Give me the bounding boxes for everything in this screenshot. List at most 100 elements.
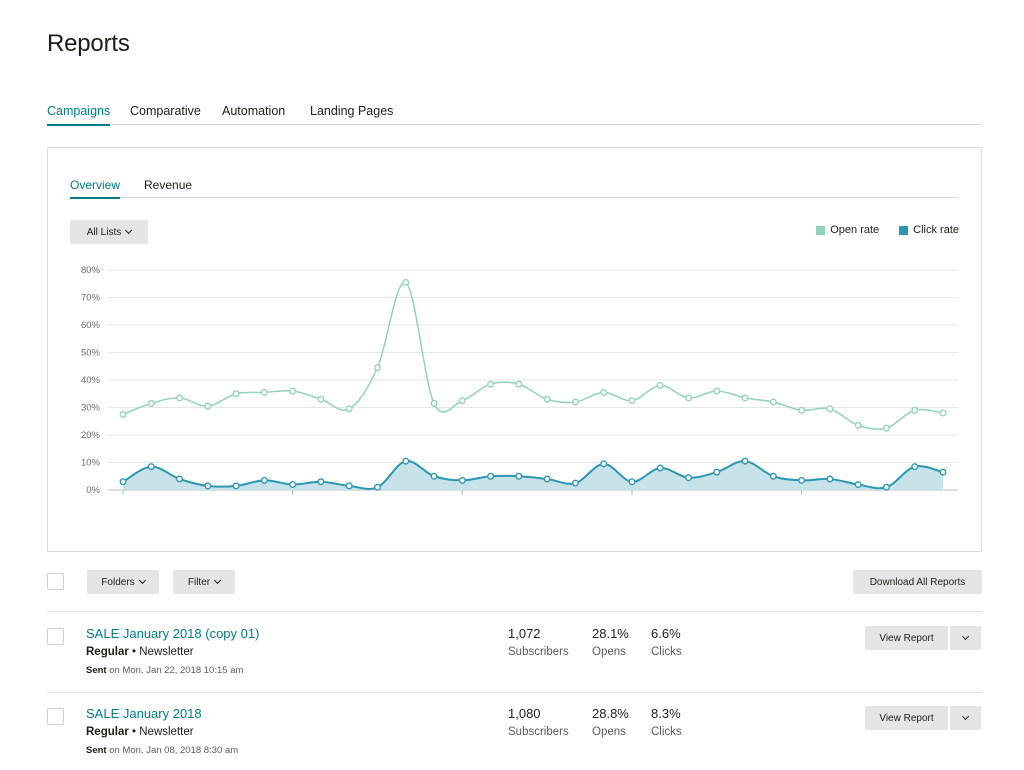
open-rate-point [374,364,381,372]
tab-automation[interactable]: Automation [222,104,286,118]
subscribers-label: Subscribers [508,646,569,658]
view-report-button[interactable]: View Report [865,626,948,650]
y-tick-label: 0% [86,485,100,496]
divider [47,692,982,693]
legend-item-open-rate: Open rate [816,224,879,236]
clicks-label: Clicks [651,726,682,738]
subscribers-label: Subscribers [508,726,569,738]
open-rate-point [741,394,749,402]
click-rate-point [713,468,721,476]
folders-dropdown[interactable]: Folders [87,570,159,594]
opens-value: 28.8% [592,706,629,721]
open-rate-point [147,399,155,407]
y-tick-label: 70% [81,293,101,304]
click-rate-point [147,463,155,471]
open-rate-point [260,388,268,396]
chevron-down-icon [138,576,146,585]
clicks-label: Clicks [651,646,682,658]
subscribers-value: 1,072 [508,626,541,641]
campaign-subtype: Newsletter [139,726,194,738]
click-rate-point [515,472,523,480]
y-tick-label: 40% [81,375,101,386]
click-rate-point [317,478,325,486]
click-rate-point [826,475,834,483]
open-rate-point [769,398,777,406]
tab-landing-pages[interactable]: Landing Pages [310,104,394,118]
row-checkbox[interactable] [47,628,64,645]
y-tick-label: 20% [81,430,101,441]
click-rate-point [741,457,749,465]
open-rate-point [232,390,240,398]
open-rate-point [515,380,523,388]
page-title: Reports [47,30,130,57]
view-report-button[interactable]: View Report [865,706,948,730]
view-report-split-button: View Report [865,626,981,650]
open-rate-point [345,405,353,413]
sent-date: on Mon, Jan 22, 2018 10:15 am [109,665,244,676]
y-tick-label: 10% [81,458,101,469]
opens-label: Opens [592,726,626,738]
subtab-overview[interactable]: Overview [70,178,121,199]
click-rate-point [769,472,777,480]
campaign-type: Regular • Newsletter [86,726,194,738]
open-rate-point [430,399,438,407]
chevron-down-icon [214,576,222,585]
campaign-type: Regular • Newsletter [86,646,194,658]
sent-label: Sent [86,745,107,756]
click-rate-point [289,481,297,488]
sent-date: on Mon, Jan 08, 2018 8:30 am [109,745,239,756]
open-rate-swatch [816,225,826,235]
campaign-sent-info: Sent on Mon, Jan 22, 2018 10:15 am [86,665,243,676]
report-options-dropdown[interactable] [950,626,981,650]
open-rate-point [176,394,184,402]
opens-label: Opens [592,646,626,658]
row-checkbox[interactable] [47,708,64,725]
click-rate-point [232,482,240,490]
click-rate-point [458,476,466,484]
click-rate-point [345,482,353,490]
subscribers-value: 1,080 [508,706,541,721]
view-report-split-button: View Report [865,706,981,730]
download-all-reports-button[interactable]: Download All Reports [853,570,982,594]
sent-label: Sent [86,665,107,676]
click-rate-point [487,472,495,480]
all-lists-label: All Lists [86,226,122,238]
y-tick-label: 60% [81,320,101,331]
tab-campaigns[interactable]: Campaigns [47,104,111,126]
open-rate-point [600,388,608,396]
tab-comparative[interactable]: Comparative [130,104,201,118]
campaign-title[interactable]: SALE January 2018 (copy 01) [86,626,260,641]
click-rate-point [430,472,438,480]
click-rate-area [123,460,943,490]
overview-card: Overview Revenue All Lists Open rate Cli… [47,147,982,552]
filter-dropdown[interactable]: Filter [173,570,235,594]
open-rate-point [656,382,664,389]
subtab-revenue[interactable]: Revenue [144,178,193,192]
open-rate-point [628,397,636,405]
open-rate-point [798,406,806,414]
campaign-subtype: Newsletter [139,646,194,658]
select-all-checkbox[interactable] [47,573,64,590]
click-rate-point [571,479,579,487]
click-rate-point [600,460,608,468]
y-tick-label: 30% [81,403,101,414]
report-options-dropdown[interactable] [950,706,981,730]
click-rate-point [798,476,806,484]
campaign-title[interactable]: SALE January 2018 [86,706,202,721]
main-tabs: Campaigns Comparative Automation Landing… [47,104,982,126]
open-rate-point [487,380,495,388]
folders-label: Folders [101,576,135,588]
click-rate-point [374,483,381,491]
clicks-value: 8.3% [651,706,681,721]
click-rate-point [176,475,184,483]
campaign-sent-info: Sent on Mon, Jan 08, 2018 8:30 am [86,745,238,756]
click-rate-point [260,476,268,484]
campaign-type-label: Regular [86,726,129,738]
chevron-down-icon [961,712,970,721]
chevron-down-icon [961,632,970,641]
all-lists-dropdown[interactable]: All Lists [70,220,148,244]
click-rate-point [119,478,127,486]
open-rate-point [713,387,721,395]
click-rate-point [402,457,410,465]
click-rate-point [882,483,890,491]
